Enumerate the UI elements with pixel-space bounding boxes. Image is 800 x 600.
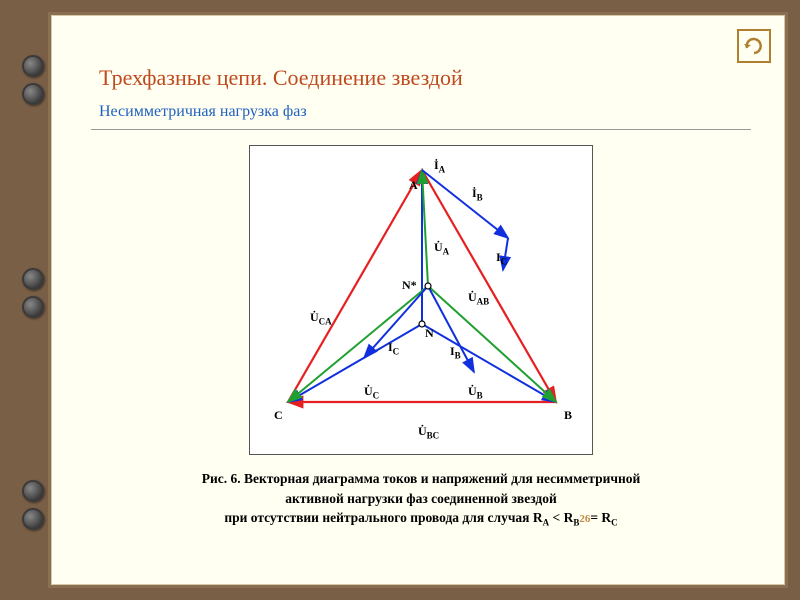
vector-label: A (409, 178, 418, 193)
slide-card: Трехфазные цепи. Соединение звездой Неси… (48, 12, 788, 588)
vector-label: U̇A (434, 240, 449, 256)
ring-binding (22, 480, 44, 536)
ring-binding (22, 55, 44, 111)
vector-label: IC (496, 250, 507, 266)
caption-line: Рис. 6. Векторная диаграмма токов и напр… (202, 471, 641, 486)
vector-label: N* (402, 278, 417, 293)
vector-diagram: İAAİBICU̇AN*U̇ABU̇CANICIBU̇CU̇BCBU̇BC (249, 145, 593, 455)
ring-binding (22, 268, 44, 324)
vector-label: U̇AB (468, 290, 489, 306)
page-subtitle: Несимметричная нагрузка фаз (99, 103, 307, 121)
page-number: 26 (579, 513, 590, 525)
vector-label: B (564, 408, 572, 423)
vector-label: U̇B (468, 384, 483, 400)
vector-label: U̇CA (310, 310, 332, 326)
page-title: Трехфазные цепи. Соединение звездой (99, 65, 463, 91)
vector-label: C (274, 408, 283, 423)
caption-line: активной нагрузки фаз соединенной звездо… (285, 491, 557, 506)
divider (91, 129, 751, 130)
vector-label: N (425, 326, 434, 341)
vector-label: U̇C (364, 384, 379, 400)
vector-label: IC (388, 340, 399, 356)
back-button[interactable] (737, 29, 771, 63)
figure-caption: Рис. 6. Векторная диаграмма токов и напр… (111, 469, 731, 530)
vector-label: İA (434, 158, 445, 174)
vector-label: İB (472, 186, 483, 202)
return-arrow-icon (743, 35, 765, 57)
vector-label: IB (450, 344, 461, 360)
caption-line: при отсутствии нейтрального провода для … (224, 510, 533, 525)
vector-label: U̇BC (418, 424, 439, 440)
